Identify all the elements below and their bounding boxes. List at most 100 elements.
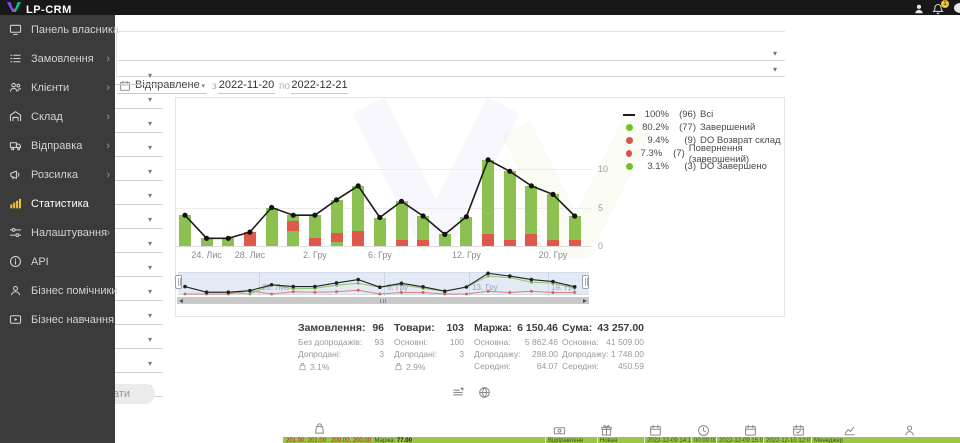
stat-sub-value: 5 862.46	[524, 337, 558, 347]
stat-column: Товари: 103 Основні: 100 Допродані: 3 2.9%	[394, 322, 464, 373]
filter-select[interactable]: ▾	[88, 187, 162, 205]
bar-segment-red	[243, 232, 256, 246]
sidebar-item-label: Склад	[31, 110, 63, 123]
bar-segment-red	[417, 239, 430, 246]
stat-sub-row: Допродажу: 288.00	[474, 349, 558, 361]
date-from-input[interactable]: 2022-11-20	[218, 79, 275, 94]
sidebar-item-shipping[interactable]: Відправка ›	[0, 131, 115, 160]
calendar-icon[interactable]	[649, 424, 663, 438]
filter-select[interactable]: ▾	[88, 163, 162, 181]
stat-title: Товари:	[394, 322, 435, 334]
stat-sub-row: Допродані: 3	[298, 349, 384, 361]
row-cell: 00:00:00	[691, 437, 716, 443]
stat-sub-label: Середня:	[562, 361, 599, 371]
bar-segment-red	[547, 239, 560, 246]
bar-segment-green	[352, 185, 365, 231]
sidebar-item-label: Панель власника	[31, 23, 120, 36]
legend-item[interactable]: 80.2% (77) Завершений	[623, 121, 784, 134]
calendar-check-icon[interactable]	[792, 424, 806, 438]
legend-item[interactable]: 3.1% (3) DO Завершено	[623, 160, 784, 173]
bar-segment-red	[352, 230, 365, 246]
filter-select[interactable]: ▾	[88, 91, 162, 109]
sidebar-item-helpers[interactable]: Бізнес помічники	[0, 276, 117, 305]
chevron-down-icon: ▾	[147, 191, 152, 200]
sidebar-item-stats[interactable]: Статистика	[0, 189, 115, 218]
filter-select[interactable]: ▾	[88, 355, 162, 373]
sidebar-item-dashboard[interactable]: Панель власника	[0, 15, 119, 44]
filter-select[interactable]: ▾	[88, 67, 162, 85]
scroll-left-icon[interactable]	[179, 298, 183, 303]
legend-count: (96)	[679, 109, 696, 120]
filter-select[interactable]: ▾	[88, 115, 162, 133]
filter-select[interactable]: ▾	[88, 307, 162, 325]
chevron-down-icon: ▾	[772, 65, 777, 74]
stat-value: 6 150.46	[517, 322, 558, 334]
chart-icon[interactable]	[843, 424, 857, 438]
date-to-input[interactable]: 2022-12-21	[291, 79, 348, 94]
stat-sub-label: Допродані:	[298, 349, 342, 359]
app-logo[interactable]: LP-CRM	[6, 1, 72, 19]
sidebar-item-orders[interactable]: Замовлення ›	[0, 44, 115, 73]
helpers-icon	[9, 284, 23, 298]
bar-segment-green	[330, 242, 343, 246]
sidebar-item-training[interactable]: Бізнес навчання	[0, 305, 115, 334]
navigator-right-handle[interactable]	[582, 275, 589, 289]
filter-select[interactable]: ▾	[88, 139, 162, 157]
legend-dot-marker	[626, 150, 632, 157]
sidebar-item-broadcast[interactable]: Розсилка ›	[0, 160, 115, 189]
stat-value: 103	[446, 322, 464, 334]
bag-icon[interactable]	[313, 422, 327, 436]
chart-scrollbar[interactable]	[177, 297, 589, 304]
topbar: LP-CRM 1	[0, 0, 960, 16]
scroll-right-icon[interactable]	[583, 298, 587, 303]
bar-segment-green	[330, 199, 343, 233]
warehouse-icon	[9, 110, 23, 124]
sidebar-item-clients[interactable]: Клієнти ›	[0, 73, 115, 102]
legend-item[interactable]: 100% (96) Всі	[623, 108, 784, 121]
sidebar-item-settings[interactable]: Налаштування ›	[0, 218, 115, 247]
filter-select[interactable]: ▾	[88, 283, 162, 301]
edge-icon[interactable]	[954, 3, 960, 13]
filter-select[interactable]: ▾	[88, 331, 162, 349]
stat-title: Замовлення:	[298, 322, 366, 334]
legend-item[interactable]: 9.4% (9) DO Возврат склад	[623, 134, 784, 147]
filter-select[interactable]: ▾	[88, 235, 162, 253]
chevron-right-icon: ›	[106, 168, 110, 181]
clock-icon[interactable]	[697, 424, 711, 438]
bar-segment-green	[373, 217, 386, 246]
chart-card: 0 5 10 24. Лис 28. Лис 2. Гру 6. Гру 12. Гру 20.…	[175, 97, 785, 317]
bell-icon[interactable]	[932, 2, 944, 15]
sidebar-item-label: Замовлення	[31, 52, 94, 65]
navigator-left-handle[interactable]	[175, 275, 182, 289]
sidebar-item-warehouse[interactable]: Склад ›	[0, 102, 115, 131]
navigator-gridline	[469, 273, 470, 296]
banknote-icon[interactable]	[553, 424, 567, 438]
table-row[interactable]: 201.00, 201.00 200.00, 200.00 Маржа: 77.…	[283, 437, 960, 443]
calendar-icon[interactable]	[744, 424, 758, 438]
stat-upsell-row: 2.9%	[394, 361, 464, 373]
gift-icon[interactable]	[600, 424, 614, 438]
globe-icon[interactable]	[478, 386, 492, 400]
bar-segment-green	[525, 185, 538, 235]
chevron-down-icon: ▾	[147, 119, 152, 128]
chevron-down-icon: ▾	[772, 49, 777, 58]
user-icon[interactable]	[913, 2, 925, 14]
legend-item[interactable]: 7.3% (7) Повернення (завершений)	[623, 143, 784, 165]
stat-sub-label: Допродані:	[394, 349, 438, 359]
top-filter-select-1[interactable]: ▾	[118, 46, 785, 61]
sidebar-item-label: API	[31, 255, 49, 268]
filter-select[interactable]: ▾	[88, 211, 162, 229]
filter-select[interactable]: ▾	[88, 259, 162, 277]
person-icon[interactable]	[903, 424, 917, 438]
row-cell: Менеджер	[811, 437, 856, 443]
top-filter-select-2[interactable]: ▾	[118, 62, 785, 77]
shipping-icon	[9, 139, 23, 153]
bar-segment-green	[179, 215, 191, 246]
stat-sub-value: 100	[449, 337, 464, 347]
chart-navigator[interactable]: 28. Лис 6. Гру 13. Гру 19. Гру	[178, 272, 589, 296]
scrollbar-grip-icon[interactable]	[379, 298, 387, 303]
upsell-percent: 2.9%	[406, 362, 426, 372]
annotation-icon[interactable]	[452, 386, 466, 400]
legend-label: DO Завершено	[700, 161, 767, 172]
sidebar-item-api[interactable]: API	[0, 247, 115, 276]
